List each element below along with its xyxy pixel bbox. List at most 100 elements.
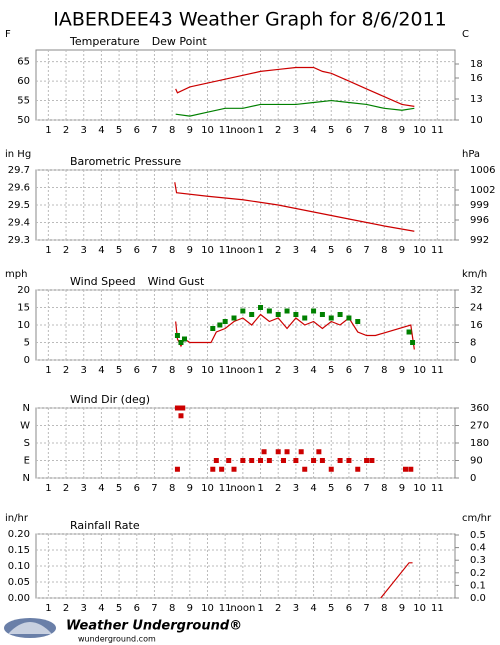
x-tick-label: 5	[328, 245, 334, 256]
point	[364, 458, 370, 463]
logo-text: Weather Underground®	[66, 619, 242, 634]
point	[210, 326, 216, 331]
point	[328, 315, 334, 321]
x-tick-label: 4	[98, 603, 104, 614]
x-tick-label: 6	[346, 125, 352, 136]
x-tick-label: 4	[98, 245, 104, 256]
y-tick-label: 50	[17, 115, 30, 126]
x-tick-label: 7	[151, 125, 157, 136]
x-tick-label: 10	[201, 603, 214, 614]
x-tick-label: 4	[98, 483, 104, 494]
point	[298, 449, 304, 455]
logo-url: wunderground.com	[78, 635, 156, 644]
x-tick-label: 8	[169, 365, 175, 376]
point	[369, 458, 375, 463]
legend-entry: Dew Point	[152, 35, 208, 48]
point	[355, 466, 361, 472]
y2-tick-label: 992	[470, 235, 489, 246]
y2-tick-label: 90	[470, 456, 483, 467]
point	[275, 449, 281, 455]
point	[281, 458, 287, 463]
y2-tick-label: 10	[470, 115, 483, 126]
y2-tick-label: 0.0	[470, 593, 486, 604]
x-tick-label: 7	[363, 483, 369, 494]
x-tick-label: 3	[81, 125, 87, 136]
point	[261, 449, 267, 455]
point	[402, 466, 408, 472]
y2-tick-label: 360	[470, 403, 489, 414]
y-tick-label: 29.7	[8, 165, 30, 176]
x-tick-label: 7	[363, 245, 369, 256]
legend-entry: Rainfall Rate	[70, 519, 140, 532]
y2-tick-label: 270	[470, 421, 489, 432]
x-tick-label: 7	[363, 603, 369, 614]
x-tick-label: 1	[45, 603, 51, 614]
point	[284, 308, 290, 314]
x-tick-label: 9	[399, 603, 405, 614]
x-tick-label: 7	[151, 603, 157, 614]
x-tick-label: 7	[151, 483, 157, 494]
point	[408, 466, 414, 472]
x-tick-label: noon	[230, 603, 255, 614]
x-tick-label: 9	[399, 483, 405, 494]
point	[240, 458, 246, 463]
x-tick-label: 7	[363, 125, 369, 136]
point	[316, 449, 322, 455]
y-tick-label: 10	[17, 320, 30, 331]
y-tick-label: 5	[24, 338, 30, 349]
x-tick-label: 8	[169, 603, 175, 614]
page-title: IABERDEE43 Weather Graph for 8/6/2011	[53, 9, 447, 31]
y-tick-label: S	[24, 438, 30, 449]
x-tick-label: 2	[63, 365, 69, 376]
series-line	[380, 562, 413, 599]
point	[302, 315, 308, 321]
x-tick-label: 4	[310, 365, 316, 376]
y2-tick-label: 0.5	[470, 530, 486, 541]
y2-tick-label: 16	[470, 320, 483, 331]
point	[226, 458, 232, 463]
y2-axis-label: C	[462, 29, 469, 40]
x-tick-label: 5	[328, 125, 334, 136]
x-tick-label: 3	[293, 365, 299, 376]
y-tick-label: 29.5	[8, 200, 30, 211]
x-tick-label: 6	[134, 483, 140, 494]
point	[249, 458, 255, 463]
x-tick-label: 9	[187, 125, 193, 136]
x-tick-label: 10	[201, 245, 214, 256]
point	[240, 308, 246, 314]
series-line	[175, 313, 415, 350]
x-tick-label: 9	[399, 245, 405, 256]
point	[222, 319, 228, 324]
x-tick-label: 3	[293, 245, 299, 256]
x-tick-label: 10	[201, 483, 214, 494]
x-tick-label: 5	[328, 365, 334, 376]
x-tick-label: 9	[399, 365, 405, 376]
point	[302, 466, 308, 472]
y-tick-label: 29.3	[8, 235, 30, 246]
x-tick-label: 5	[116, 125, 122, 136]
y-axis-label: in Hg	[5, 149, 31, 160]
x-tick-label: noon	[230, 365, 255, 376]
y2-tick-label: 18	[470, 59, 483, 70]
x-tick-label: 8	[381, 603, 387, 614]
y-tick-label: 0.15	[8, 545, 30, 556]
point	[174, 333, 180, 338]
x-tick-label: 1	[257, 245, 263, 256]
x-tick-label: 9	[187, 245, 193, 256]
y-tick-label: 29.4	[8, 218, 30, 229]
point	[219, 466, 225, 472]
y-tick-label: E	[24, 456, 30, 467]
x-tick-label: 3	[81, 603, 87, 614]
x-tick-label: 6	[134, 365, 140, 376]
y2-tick-label: 32	[470, 285, 483, 296]
x-tick-label: 6	[346, 245, 352, 256]
x-tick-label: 1	[45, 365, 51, 376]
x-tick-label: 3	[293, 603, 299, 614]
y2-tick-label: 13	[470, 94, 483, 105]
x-tick-label: 2	[63, 483, 69, 494]
x-tick-label: 5	[328, 603, 334, 614]
point	[328, 466, 334, 472]
y2-tick-label: 1002	[470, 185, 495, 196]
x-tick-label: 11	[431, 603, 444, 614]
x-tick-label: 11	[219, 603, 232, 614]
